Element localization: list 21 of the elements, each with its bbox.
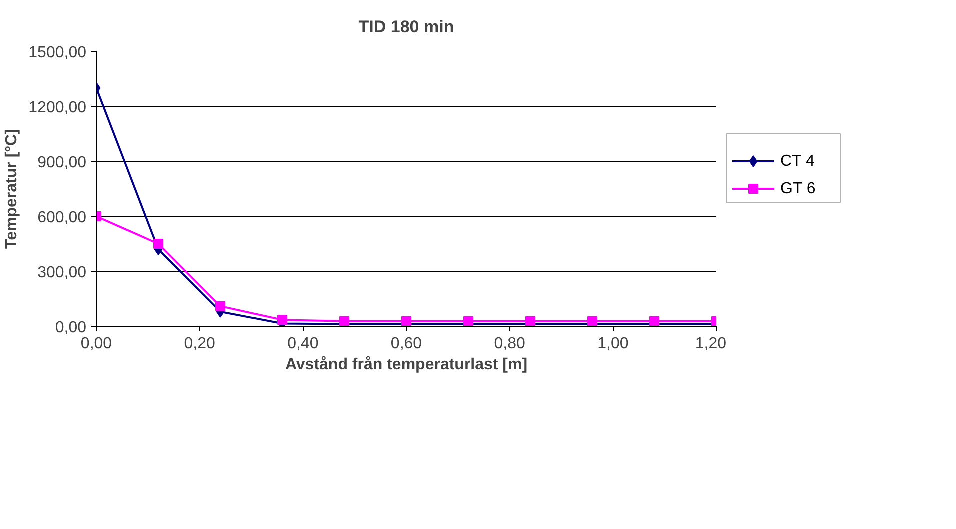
x-tick-label: 0,20 bbox=[184, 336, 216, 352]
point bbox=[278, 315, 288, 326]
y-tick-label: 1500,00 bbox=[28, 44, 87, 62]
x-tick-label: 0,80 bbox=[494, 336, 526, 352]
point bbox=[216, 301, 226, 312]
x-tick-label: 0,60 bbox=[390, 336, 422, 352]
x-tick-label: 0,40 bbox=[288, 336, 319, 352]
y-tick-label: 1200,00 bbox=[28, 100, 87, 116]
legend-label: GT 6 bbox=[780, 180, 816, 198]
y-tick-label: 0,00 bbox=[55, 320, 87, 336]
x-tick-label: 1,00 bbox=[598, 336, 629, 352]
chart-title: TID 180 min bbox=[358, 18, 454, 36]
y-tick-label: 300,00 bbox=[38, 264, 87, 282]
y-axis-title: Temperatur [°C] bbox=[4, 129, 21, 249]
x-tick-label: 0,00 bbox=[80, 336, 112, 352]
x-tick-label: 1,20 bbox=[695, 336, 727, 352]
y-tick-label: 900,00 bbox=[38, 154, 87, 172]
x-axis-title: Avstånd från temperaturlast [m] bbox=[285, 356, 528, 374]
legend-label: CT 4 bbox=[780, 153, 815, 170]
y-tick-label: 600,00 bbox=[38, 210, 87, 226]
point bbox=[154, 239, 164, 249]
